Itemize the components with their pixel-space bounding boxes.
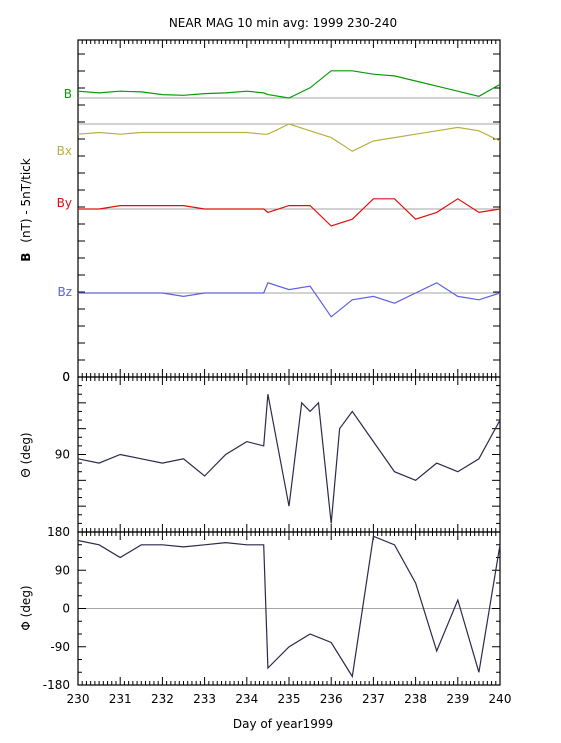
series-line-bz bbox=[78, 282, 501, 318]
theta-y-tick-label: 90 bbox=[55, 448, 70, 462]
x-tick-label: 232 bbox=[151, 692, 174, 706]
series-line-b bbox=[77, 70, 501, 99]
x-tick-label: 230 bbox=[67, 692, 90, 706]
field-y-tick-label: 0 bbox=[62, 370, 70, 384]
series-line-by bbox=[78, 198, 501, 227]
field-y-axis-label: B (nT) - 5nT/tick bbox=[19, 158, 33, 261]
series-line-bx bbox=[77, 123, 501, 152]
phi-y-tick-label: -90 bbox=[50, 640, 70, 654]
x-tick-label: 237 bbox=[362, 692, 385, 706]
x-tick-label: 239 bbox=[446, 692, 469, 706]
phi-y-tick-label: 0 bbox=[62, 602, 70, 616]
phi-y-tick-label: 90 bbox=[55, 563, 70, 577]
series-label-b: B bbox=[64, 87, 72, 101]
phi-series-line bbox=[77, 535, 501, 679]
field-y-axis-label-rest: (nT) - 5nT/tick bbox=[19, 158, 33, 243]
series-label-bz: Bz bbox=[57, 285, 72, 299]
phi-y-axis-label: Φ (deg) bbox=[19, 585, 33, 630]
theta-y-tick-label: 0 bbox=[62, 370, 70, 384]
field-y-axis-label-bold: B bbox=[19, 253, 33, 262]
series-label-by: By bbox=[57, 196, 72, 210]
theta-panel-frame bbox=[77, 376, 501, 533]
panel-field: 0 B Bx By Bz bbox=[57, 39, 501, 384]
x-axis-label: Day of year1999 bbox=[233, 717, 333, 731]
x-tick-label: 231 bbox=[109, 692, 132, 706]
x-tick-label: 235 bbox=[278, 692, 301, 706]
chart-title: NEAR MAG 10 min avg: 1999 230-240 bbox=[169, 16, 397, 30]
theta-y-axis-label: Θ (deg) bbox=[19, 432, 33, 477]
phi-y-tick-label: -180 bbox=[43, 678, 70, 692]
theta-series-line bbox=[77, 394, 501, 524]
x-tick-label: 238 bbox=[404, 692, 427, 706]
x-tick-label: 233 bbox=[193, 692, 216, 706]
x-tick-label: 234 bbox=[235, 692, 258, 706]
series-label-bx: Bx bbox=[57, 144, 72, 158]
x-tick-label: 240 bbox=[489, 692, 512, 706]
x-tick-label: 236 bbox=[320, 692, 343, 706]
panel-theta: 0 90 bbox=[55, 370, 501, 533]
field-panel-frame bbox=[77, 39, 501, 378]
phi-y-tick-label: 180 bbox=[47, 525, 70, 539]
